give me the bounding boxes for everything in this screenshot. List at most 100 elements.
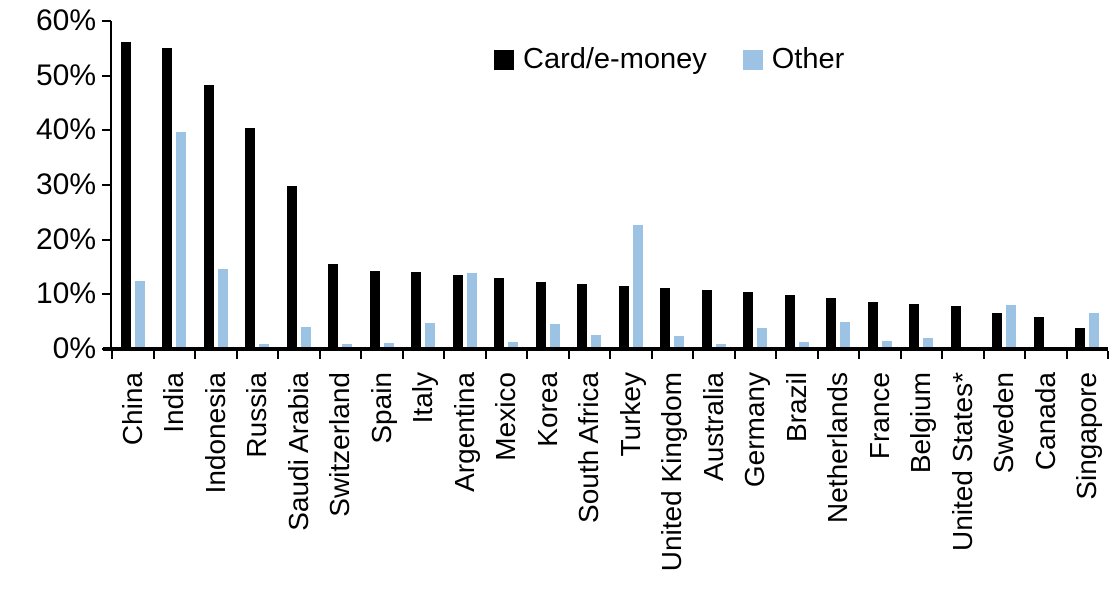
x-axis-label: Brazil <box>780 372 812 443</box>
bar-other <box>632 225 643 349</box>
bar-card-e-money <box>120 41 131 349</box>
x-axis-tick <box>899 351 902 359</box>
bar-card-e-money <box>203 84 214 349</box>
bar-other <box>923 338 934 349</box>
x-axis-label: Germany <box>739 372 771 488</box>
x-axis-tick <box>1024 351 1026 359</box>
bar-card-e-money <box>452 275 463 349</box>
x-axis-label: Singapore <box>1071 372 1103 500</box>
bar-card-e-money <box>162 48 173 349</box>
x-axis-label: Netherlands <box>822 372 854 523</box>
bar-card-e-money <box>826 298 837 349</box>
bar-card-e-money <box>411 272 422 349</box>
bar-other <box>134 281 145 349</box>
x-axis-label: Saudi Arabia <box>282 372 314 531</box>
x-axis-label: South Africa <box>573 372 605 523</box>
bar-other <box>425 323 436 349</box>
x-axis-tick <box>941 351 943 359</box>
y-axis-tick <box>102 129 111 132</box>
x-axis-label: China <box>116 372 148 446</box>
x-axis-label: Italy <box>407 372 439 424</box>
x-axis-tick <box>111 351 113 359</box>
x-axis-label: Turkey <box>614 372 646 457</box>
x-axis-label: Australia <box>697 372 729 481</box>
x-axis-label: United States* <box>946 372 978 551</box>
y-axis-label: 40% <box>35 113 96 147</box>
x-axis-line <box>103 347 1108 351</box>
bar-other <box>176 131 187 349</box>
x-axis-tick <box>360 351 362 359</box>
x-axis-label: Sweden <box>988 372 1020 474</box>
bar-card-e-money <box>328 263 339 349</box>
bar-other <box>217 269 228 349</box>
x-axis-tick <box>484 351 487 359</box>
x-axis-tick <box>318 351 321 359</box>
bar-card-e-money <box>992 313 1003 349</box>
x-axis-label: Mexico <box>490 372 522 461</box>
bar-other <box>300 327 311 349</box>
bar-card-e-money <box>660 288 671 349</box>
x-axis-label: Korea <box>531 372 563 447</box>
y-axis-label: 10% <box>35 277 96 311</box>
x-axis-tick <box>235 351 238 359</box>
bar-other <box>757 327 768 349</box>
bar-other <box>798 342 809 349</box>
bar-other <box>383 342 394 349</box>
y-axis-label: 60% <box>35 4 96 37</box>
y-axis-label: 0% <box>52 332 96 365</box>
bar-card-e-money <box>950 305 961 349</box>
bar-other <box>674 335 685 349</box>
bar-card-e-money <box>286 185 297 349</box>
bar-card-e-money <box>535 281 546 349</box>
y-axis-tick <box>102 184 111 186</box>
bar-other <box>715 343 726 349</box>
bar-card-e-money <box>784 294 795 349</box>
x-axis-label: Spain <box>365 372 397 444</box>
x-axis-tick <box>650 351 653 359</box>
x-axis-tick <box>609 351 611 359</box>
bar-other <box>342 344 353 349</box>
x-axis-tick <box>733 351 736 359</box>
x-axis-tick <box>982 351 985 359</box>
x-axis-label: Indonesia <box>199 372 231 494</box>
bar-card-e-money <box>701 289 712 349</box>
x-axis-label: India <box>158 372 190 433</box>
x-axis-tick <box>194 351 196 359</box>
bar-other <box>591 335 602 349</box>
bar-other <box>881 340 892 349</box>
bar-card-e-money <box>909 304 920 349</box>
y-axis-tick <box>102 293 111 296</box>
x-axis-tick <box>567 351 570 359</box>
x-axis-label: United Kingdom <box>656 372 688 572</box>
x-axis-tick <box>526 351 528 359</box>
bar-other <box>840 322 851 349</box>
bar-card-e-money <box>1075 327 1086 349</box>
y-axis-tick <box>102 238 111 241</box>
x-axis-label: Belgium <box>905 372 937 474</box>
bar-card-e-money <box>867 301 878 349</box>
x-axis-label: Canada <box>1029 372 1061 471</box>
bar-other <box>259 343 270 349</box>
y-axis-label: 50% <box>35 58 96 92</box>
x-axis-label: Russia <box>241 372 273 458</box>
x-axis-label: Argentina <box>448 372 480 492</box>
bar-card-e-money <box>245 127 256 349</box>
legend-swatch-other <box>742 49 763 70</box>
bar-card-e-money <box>618 285 629 349</box>
legend-label-other: Other <box>771 43 845 75</box>
chart-legend: Card/e-money Other <box>494 45 844 74</box>
bar-card-e-money <box>494 278 505 349</box>
x-axis-label: Switzerland <box>324 372 356 517</box>
x-axis-tick <box>277 351 279 359</box>
bar-other <box>508 341 519 349</box>
bar-card-e-money <box>369 271 380 349</box>
x-axis-tick <box>443 351 445 359</box>
bar-card-e-money <box>577 284 588 349</box>
bar-card-e-money <box>743 291 754 349</box>
x-axis-tick <box>401 351 404 359</box>
x-axis-tick <box>1065 351 1068 359</box>
y-axis-tick <box>102 74 111 77</box>
y-axis-tick <box>102 20 111 22</box>
bar-other <box>1006 304 1017 349</box>
